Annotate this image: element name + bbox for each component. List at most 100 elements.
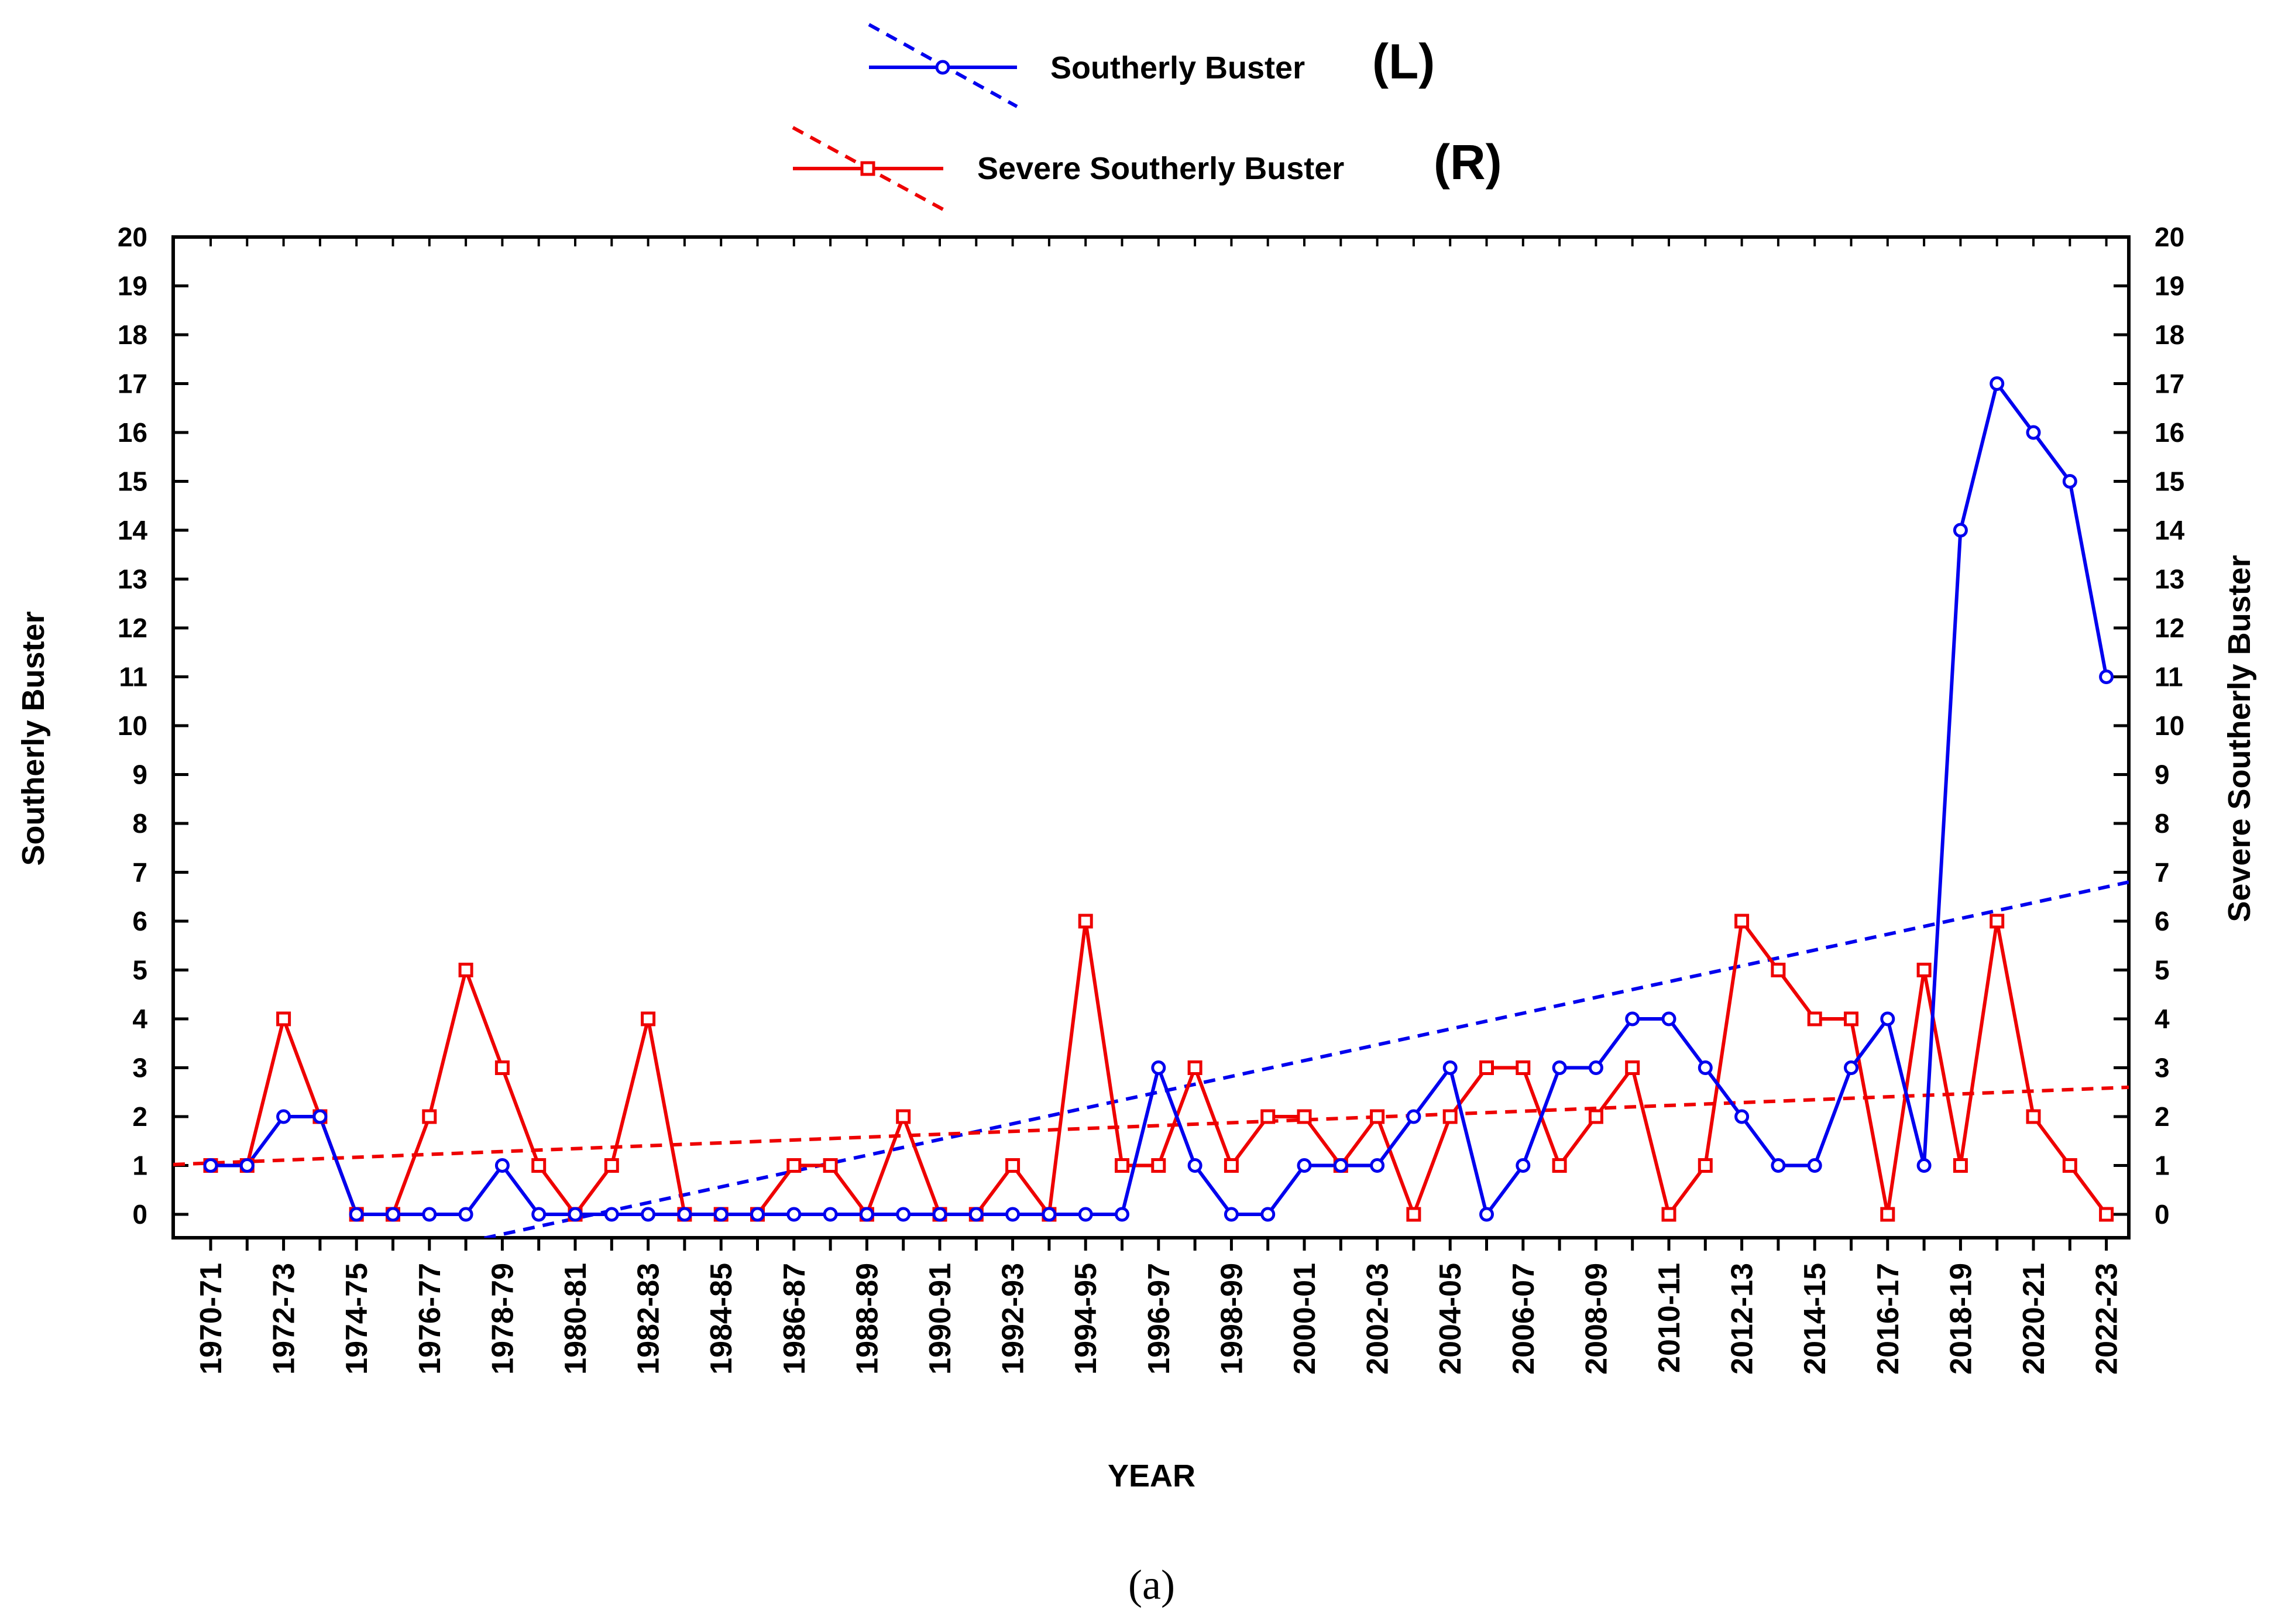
data-point-severe-southerly-buster bbox=[422, 1109, 437, 1124]
data-point-severe-southerly-buster bbox=[604, 1158, 619, 1173]
data-point-severe-southerly-buster bbox=[1807, 1011, 1822, 1026]
x-tick-label: 1974-75 bbox=[340, 1263, 374, 1375]
data-point-severe-southerly-buster bbox=[531, 1158, 547, 1173]
y-tick-label-left: 20 bbox=[118, 222, 147, 252]
data-point-southerly-buster bbox=[458, 1207, 473, 1222]
legend-entry-severe-southerly-buster: Severe Southerly Buster (R) bbox=[792, 126, 1502, 211]
data-point-severe-southerly-buster bbox=[641, 1011, 656, 1026]
y-tick-label-right: 19 bbox=[2155, 271, 2184, 301]
data-point-severe-southerly-buster bbox=[1661, 1207, 1676, 1222]
x-tick-label: 2018-19 bbox=[1944, 1263, 1978, 1375]
x-tick-label: 1998-99 bbox=[1215, 1263, 1249, 1375]
y-tick-label-left: 4 bbox=[132, 1004, 147, 1034]
y-tick-label-right: 14 bbox=[2155, 515, 2185, 545]
x-tick-label: 2000-01 bbox=[1288, 1263, 1322, 1375]
x-tick-label: 2012-13 bbox=[1726, 1263, 1760, 1375]
data-point-southerly-buster bbox=[968, 1207, 984, 1222]
y-tick-label-left: 19 bbox=[118, 271, 147, 301]
data-point-southerly-buster bbox=[641, 1207, 656, 1222]
data-point-southerly-buster bbox=[1990, 376, 2005, 391]
data-point-severe-southerly-buster bbox=[1260, 1109, 1276, 1124]
data-point-southerly-buster bbox=[1734, 1109, 1750, 1124]
data-point-southerly-buster bbox=[494, 1158, 510, 1173]
y-tick-label-right: 10 bbox=[2155, 710, 2184, 741]
data-point-southerly-buster bbox=[1479, 1207, 1494, 1222]
data-point-southerly-buster bbox=[1042, 1207, 1057, 1222]
y-tick-label-left: 12 bbox=[118, 613, 147, 643]
data-point-severe-southerly-buster bbox=[1479, 1060, 1494, 1075]
data-point-southerly-buster bbox=[896, 1207, 911, 1222]
data-point-southerly-buster bbox=[750, 1207, 765, 1222]
data-point-severe-southerly-buster bbox=[1734, 914, 1750, 929]
data-point-southerly-buster bbox=[422, 1207, 437, 1222]
data-point-severe-southerly-buster bbox=[494, 1060, 510, 1075]
data-point-southerly-buster bbox=[1953, 523, 1968, 538]
data-point-severe-southerly-buster bbox=[2062, 1158, 2077, 1173]
data-point-severe-southerly-buster bbox=[1552, 1158, 1567, 1173]
y-tick-label-right: 18 bbox=[2155, 320, 2184, 350]
data-point-southerly-buster bbox=[2062, 474, 2077, 489]
y-tick-label-right: 4 bbox=[2155, 1004, 2170, 1034]
legend-label-southerly-buster: Southerly Buster bbox=[1050, 50, 1305, 85]
x-tick-label: 1988-89 bbox=[850, 1263, 884, 1375]
data-point-southerly-buster bbox=[1807, 1158, 1822, 1173]
data-point-southerly-buster bbox=[1187, 1158, 1203, 1173]
data-point-southerly-buster bbox=[1698, 1060, 1713, 1075]
data-point-severe-southerly-buster bbox=[823, 1158, 838, 1173]
y-tick-label-right: 5 bbox=[2155, 955, 2170, 986]
x-tick-label: 2022-23 bbox=[2090, 1263, 2124, 1375]
data-point-severe-southerly-buster bbox=[1844, 1011, 1858, 1026]
y-tick-label-right: 16 bbox=[2155, 417, 2184, 448]
data-point-southerly-buster bbox=[604, 1207, 619, 1222]
x-tick-label: 1972-73 bbox=[267, 1263, 301, 1375]
data-point-southerly-buster bbox=[1406, 1109, 1421, 1124]
data-point-southerly-buster bbox=[386, 1207, 400, 1222]
data-point-southerly-buster bbox=[1370, 1158, 1385, 1173]
x-tick-label: 2014-15 bbox=[1798, 1263, 1832, 1375]
y-tick-label-right: 12 bbox=[2155, 613, 2184, 643]
legend: Southerly Buster (L) Severe Southerly Bu… bbox=[792, 23, 1502, 211]
series-markers bbox=[203, 376, 2114, 1222]
y-tick-label-right: 20 bbox=[2155, 222, 2184, 252]
data-point-severe-southerly-buster bbox=[1370, 1109, 1385, 1124]
data-point-southerly-buster bbox=[1516, 1158, 1531, 1173]
x-tick-label: 2008-09 bbox=[1579, 1263, 1613, 1375]
data-point-southerly-buster bbox=[1880, 1011, 1895, 1026]
data-point-severe-southerly-buster bbox=[1224, 1158, 1239, 1173]
data-point-severe-southerly-buster bbox=[1771, 963, 1786, 977]
data-point-southerly-buster bbox=[2099, 669, 2114, 684]
y-tick-label-right: 15 bbox=[2155, 466, 2184, 497]
data-point-severe-southerly-buster bbox=[1005, 1158, 1021, 1173]
data-point-southerly-buster bbox=[823, 1207, 838, 1222]
legend-marker-severe-southerly-buster bbox=[860, 161, 875, 176]
data-point-southerly-buster bbox=[203, 1158, 218, 1173]
x-tick-label: 1970-71 bbox=[194, 1263, 228, 1375]
y-tick-label-left: 1 bbox=[132, 1151, 147, 1181]
y-tick-label-right: 11 bbox=[2155, 662, 2183, 692]
data-point-southerly-buster bbox=[1005, 1207, 1021, 1222]
x-tick-label: 1978-79 bbox=[486, 1263, 520, 1375]
x-axis-ticks: 1970-71 1972-73 1974-75 1976-77 1978-79 1980-… bbox=[194, 237, 2124, 1375]
data-point-severe-southerly-buster bbox=[1151, 1158, 1166, 1173]
x-tick-label: 2016-17 bbox=[1871, 1263, 1905, 1375]
data-point-southerly-buster bbox=[1916, 1158, 1932, 1173]
x-tick-label: 1986-87 bbox=[778, 1263, 812, 1375]
y-tick-label-left: 6 bbox=[132, 906, 147, 936]
data-point-severe-southerly-buster bbox=[276, 1011, 291, 1026]
y-tick-label-right: 8 bbox=[2155, 808, 2170, 839]
data-point-southerly-buster bbox=[1771, 1158, 1786, 1173]
data-point-severe-southerly-buster bbox=[1698, 1158, 1713, 1173]
legend-label-severe-southerly-buster: Severe Southerly Buster bbox=[977, 151, 1344, 186]
data-point-southerly-buster bbox=[2026, 425, 2041, 440]
data-point-severe-southerly-buster bbox=[786, 1158, 802, 1173]
data-point-severe-southerly-buster bbox=[1516, 1060, 1531, 1075]
data-point-southerly-buster bbox=[1260, 1207, 1276, 1222]
x-tick-label: 1990-91 bbox=[923, 1263, 957, 1375]
data-point-severe-southerly-buster bbox=[1297, 1109, 1312, 1124]
data-point-southerly-buster bbox=[568, 1207, 583, 1222]
data-point-southerly-buster bbox=[1078, 1207, 1093, 1222]
y-tick-label-left: 13 bbox=[118, 564, 147, 595]
y-axis-title-right: Severe Southerly Buster bbox=[2222, 555, 2257, 922]
